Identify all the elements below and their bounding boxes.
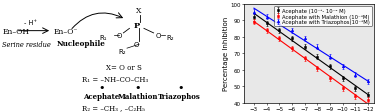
Y-axis label: Percentage Inhibition: Percentage Inhibition [223,17,229,91]
Text: •: • [135,82,141,92]
Text: Acephate: Acephate [84,92,120,100]
Text: Triazophos: Triazophos [158,92,200,100]
Text: R₁ = –NH–CO–CH₃: R₁ = –NH–CO–CH₃ [82,76,149,83]
Text: Serine residue: Serine residue [2,41,51,49]
Text: - H⁺: - H⁺ [24,20,37,26]
Text: R₂: R₂ [167,35,174,41]
Text: •: • [177,82,183,92]
Text: Malathion: Malathion [118,92,158,100]
Text: R₂ = –CH₃ , –C₂H₅: R₂ = –CH₃ , –C₂H₅ [82,104,145,111]
Text: O: O [156,33,161,39]
Text: O: O [117,33,122,39]
Text: O: O [134,42,139,48]
Text: •: • [98,82,105,92]
Text: X: X [136,7,142,15]
Text: P: P [133,22,140,30]
Legend: Acephate (10⁻³- 10⁻⁹ M), Acephate with Malathion (10⁻⁶M), Acephate with Triazoph: Acephate (10⁻³- 10⁻⁹ M), Acephate with M… [274,7,372,27]
Text: R₂: R₂ [118,48,126,55]
Text: X= O or S: X= O or S [107,63,143,71]
Text: En–OH: En–OH [2,27,29,35]
Text: R₁: R₁ [99,35,107,41]
Text: Nucleophile: Nucleophile [57,40,106,48]
Text: En–O⁻: En–O⁻ [53,27,77,35]
